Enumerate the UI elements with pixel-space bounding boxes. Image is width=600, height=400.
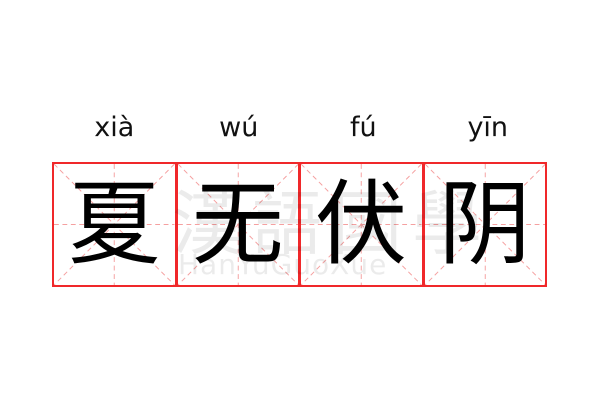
hanzi-2: 无 [191, 170, 284, 278]
hanzi-3: 伏 [315, 170, 408, 278]
pinyin-row: xià wú fú yīn [52, 108, 550, 148]
character-grid: 夏 无 伏 阴 [52, 162, 550, 287]
hanzi-1: 夏 [68, 170, 161, 278]
pinyin-2: wú [219, 112, 259, 143]
guide-lines [301, 164, 422, 285]
guide-lines [424, 164, 545, 285]
guide-lines [54, 164, 175, 285]
hanzi-4: 阴 [438, 170, 531, 278]
grid-cell: 夏 [52, 162, 177, 287]
pinyin-1: xià [94, 112, 135, 143]
grid-cell: 无 [175, 162, 300, 287]
grid-cell: 阴 [422, 162, 547, 287]
guide-lines [177, 164, 298, 285]
pinyin-4: yīn [467, 112, 509, 143]
pinyin-3: fú [349, 112, 377, 143]
grid-cell: 伏 [299, 162, 424, 287]
